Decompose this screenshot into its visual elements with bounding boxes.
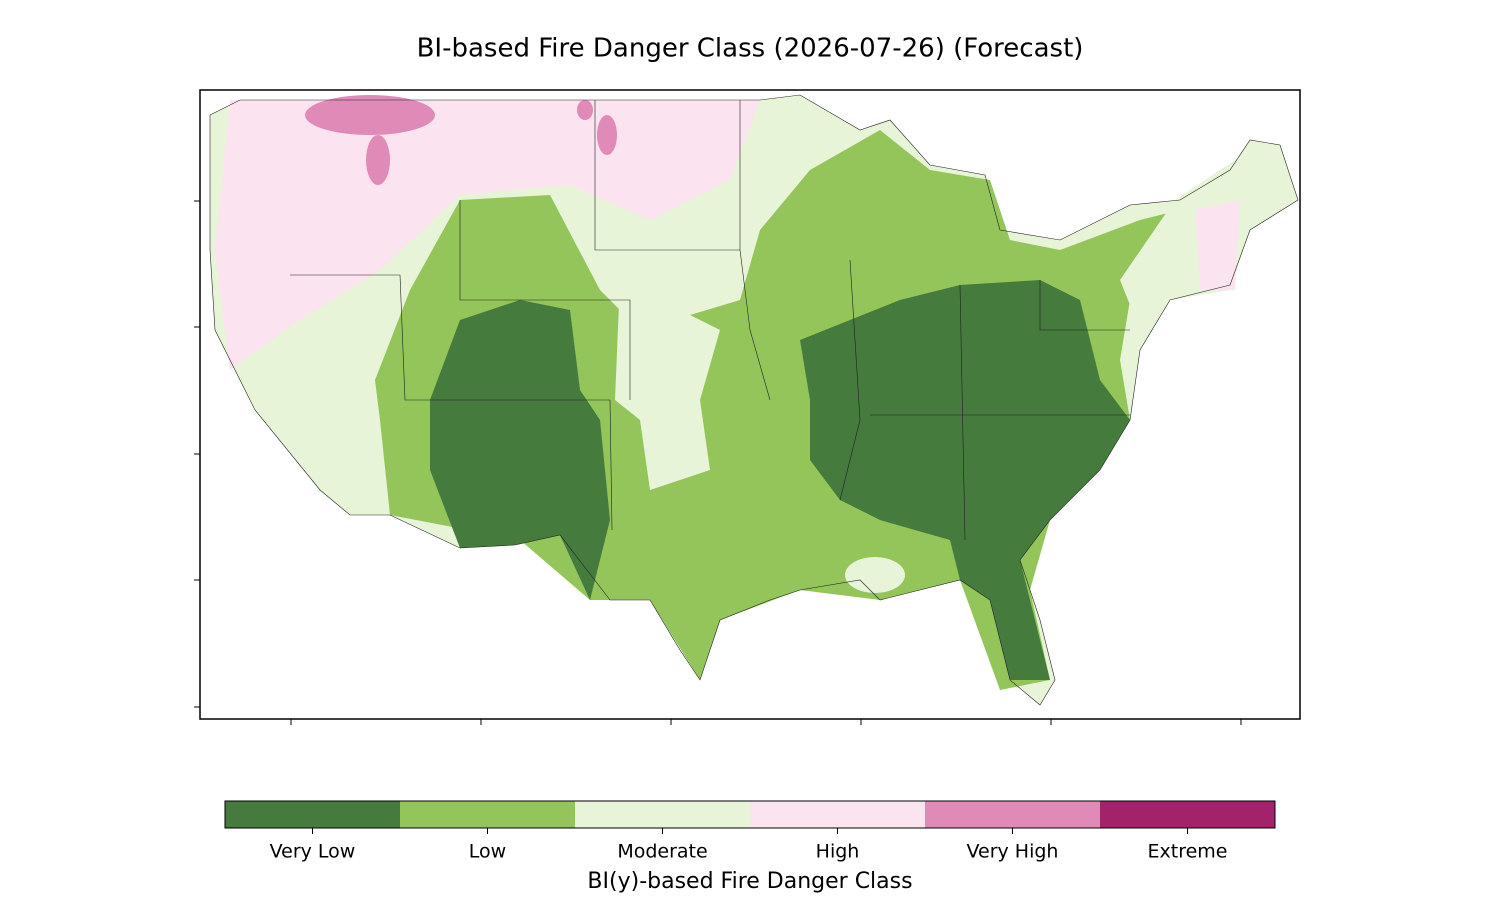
map-frame <box>199 89 1301 720</box>
region <box>597 115 617 155</box>
colorbar-tick-label: Low <box>469 841 506 863</box>
colorbar-swatch <box>925 801 1100 828</box>
colorbar-tick-label: Very Low <box>270 841 356 863</box>
map-title: BI-based Fire Danger Class (2026-07-26) … <box>417 34 1084 64</box>
colorbar-frame <box>224 800 1276 829</box>
colorbar-label: BI(y)-based Fire Danger Class <box>587 869 912 894</box>
region <box>615 280 720 490</box>
region <box>845 557 905 593</box>
region <box>1195 200 1240 290</box>
colorbar: Very Low Low Moderate High Very High Extreme <box>225 801 1275 863</box>
region <box>577 100 593 120</box>
colorbar-swatch <box>750 801 925 828</box>
region <box>366 135 390 185</box>
axis-ticks <box>194 200 1242 725</box>
region <box>215 100 760 370</box>
colorbar-swatch <box>575 801 750 828</box>
colorbar-tick-label: High <box>816 841 860 863</box>
colorbar-tick-label: Extreme <box>1148 841 1228 863</box>
country-outline <box>209 94 1299 706</box>
state-borders <box>290 100 1130 541</box>
region <box>305 95 435 135</box>
colorbar-swatch <box>400 801 575 828</box>
map-regions <box>209 94 1299 706</box>
colorbar-swatch <box>1100 801 1275 828</box>
colorbar-swatch <box>225 801 400 828</box>
region <box>800 280 1130 680</box>
region <box>430 300 610 600</box>
colorbar-tick-label: Very High <box>967 841 1059 863</box>
colorbar-tick-label: Moderate <box>617 841 707 863</box>
